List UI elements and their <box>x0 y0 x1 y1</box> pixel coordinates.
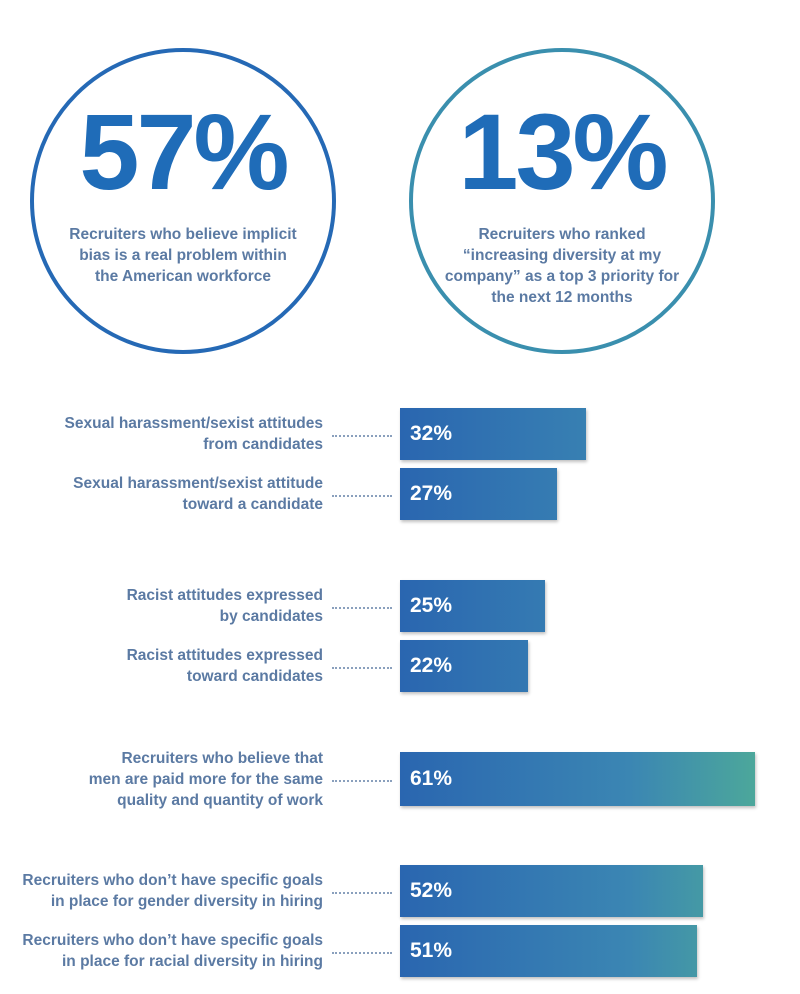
bar-category-label-line: Recruiters who don’t have specific goals <box>22 872 323 889</box>
leader-line <box>332 667 392 669</box>
stat-description: Recruiters who ranked “increasing divers… <box>444 226 680 306</box>
bar <box>400 580 545 632</box>
bar <box>400 865 703 917</box>
bar-category-label: Sexual harassment/sexist attitudes from c… <box>65 413 323 455</box>
bar-category-label-line: in place for racial diversity in hiring <box>62 953 323 970</box>
bar-value-label: 25% <box>410 594 453 617</box>
stat-value: 13% <box>458 91 668 212</box>
bar-category-label-line: Recruiters who believe that <box>121 750 323 767</box>
bar-category-label-line: Sexual harassment/sexist attitudes <box>64 415 323 432</box>
leader-line <box>332 892 392 894</box>
bar-category-label-line: Sexual harassment/sexist attitude <box>73 475 323 492</box>
bar <box>400 925 697 977</box>
bar <box>400 752 755 806</box>
stat-description: Recruiters who believe implicit bias is … <box>69 226 297 285</box>
bar <box>400 640 528 692</box>
bar-category-label-line: toward candidates <box>186 668 323 685</box>
stat-value: 57% <box>79 91 289 212</box>
bar-category-label: Recruiters who believe that men are paid … <box>89 748 323 811</box>
stat-circle-implicit-bias: 57% Recruiters who believe implicit bias… <box>30 48 336 354</box>
bar-value-label: 27% <box>410 482 453 505</box>
bar-value-label: 32% <box>410 422 453 445</box>
bar-category-label-line: quality and quantity of work <box>117 792 323 809</box>
leader-line <box>332 780 392 782</box>
bar-category-label-line: from candidates <box>203 436 323 453</box>
leader-line <box>332 952 392 954</box>
bar-category-label: Recruiters who don’t have specific goals… <box>22 930 323 972</box>
bar-category-label-line: Recruiters who don’t have specific goals <box>22 932 323 949</box>
bar-value-label: 22% <box>410 654 453 677</box>
bar-category-label-line: Racist attitudes expressed <box>126 587 323 604</box>
bar-category-label-line: men are paid more for the same <box>88 771 323 788</box>
bar-category-label-line: toward a candidate <box>182 496 323 513</box>
bar-category-label: Racist attitudes expressed toward candida… <box>127 645 323 687</box>
bar-value-label: 51% <box>410 939 453 962</box>
bar-category-label: Recruiters who don’t have specific goals… <box>22 870 323 912</box>
stat-circle-diversity-priority: 13% Recruiters who ranked “increasing di… <box>409 48 715 354</box>
leader-line <box>332 607 392 609</box>
bar-category-label-line: in place for gender diversity in hiring <box>50 893 323 910</box>
leader-line <box>332 435 392 437</box>
bar-category-label: Racist attitudes expressed by candidates <box>127 585 323 627</box>
bar <box>400 408 586 460</box>
leader-line <box>332 495 392 497</box>
bar-category-label: Sexual harassment/sexist attitude toward … <box>73 473 323 515</box>
bar-value-label: 61% <box>410 767 453 790</box>
bar-category-label-line: Racist attitudes expressed <box>126 647 323 664</box>
bar-category-label-line: by candidates <box>219 608 323 625</box>
bar-value-label: 52% <box>410 879 453 902</box>
bar <box>400 468 557 520</box>
